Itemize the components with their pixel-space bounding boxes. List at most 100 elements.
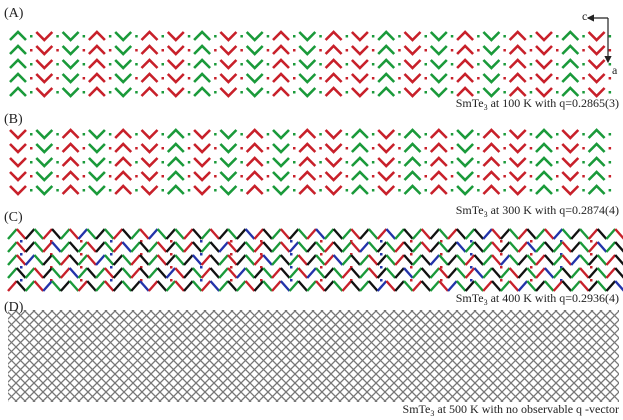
zigzag-segment xyxy=(122,229,131,239)
panel-label: (B) xyxy=(4,112,23,127)
atom-dot xyxy=(398,133,401,136)
zigzag-segment xyxy=(615,229,623,239)
chevron xyxy=(10,46,26,54)
zigzag-segment xyxy=(501,255,510,265)
atom-dot xyxy=(398,161,401,164)
zigzag-segment xyxy=(342,268,351,278)
chevron xyxy=(589,144,605,152)
atom-dot xyxy=(319,77,322,80)
zigzag-segment xyxy=(70,242,79,252)
zigzag-segment xyxy=(439,281,448,291)
chevron xyxy=(405,158,421,166)
zigzag-segment xyxy=(316,242,325,252)
chevron xyxy=(63,172,79,180)
zigzag-segment xyxy=(474,242,483,252)
zigzag-segment xyxy=(193,268,202,278)
zigzag-segment xyxy=(8,268,17,278)
atom-dot xyxy=(530,240,533,243)
atom-dot xyxy=(451,91,454,94)
atom-dot xyxy=(503,49,506,52)
atom-dot xyxy=(83,35,86,38)
zigzag-segment xyxy=(202,268,211,278)
zigzag-segment xyxy=(131,242,140,252)
zigzag-segment xyxy=(237,255,246,265)
atom-dot xyxy=(530,266,533,269)
zigzag-segment xyxy=(606,281,615,291)
lattice-line xyxy=(600,310,623,402)
zigzag-segment xyxy=(510,255,519,265)
atom-dot xyxy=(609,133,612,136)
chevron xyxy=(562,172,578,180)
zigzag-segment xyxy=(254,229,263,239)
lattice-line xyxy=(546,310,623,402)
zigzag-segment xyxy=(386,255,395,265)
caption-text: at 400 K with q=0.2936(4) xyxy=(488,291,619,305)
chevron xyxy=(194,158,210,166)
zigzag-segment xyxy=(360,229,369,239)
zigzag-segment xyxy=(325,242,334,252)
zigzag-segment xyxy=(316,281,325,291)
zigzag-segment xyxy=(26,281,35,291)
zigzag-segment xyxy=(422,281,431,291)
atom-dot xyxy=(609,91,612,94)
atom-dot xyxy=(380,240,383,243)
zigzag-segment xyxy=(536,229,545,239)
chevron xyxy=(220,130,236,138)
zigzag-segment xyxy=(457,268,466,278)
atom-dot xyxy=(267,77,270,80)
chevron xyxy=(220,158,236,166)
zigzag-segment xyxy=(43,255,52,265)
zigzag-segment xyxy=(263,281,272,291)
zigzag-segment xyxy=(202,242,211,252)
lattice-line xyxy=(546,310,623,402)
chevron xyxy=(142,32,158,40)
atom-dot xyxy=(477,133,480,136)
atom-dot xyxy=(109,147,112,150)
chevron xyxy=(36,74,52,82)
atom-dot xyxy=(500,279,503,282)
atom-dot xyxy=(609,161,612,164)
zigzag-segment xyxy=(228,268,237,278)
chevron xyxy=(457,130,473,138)
chevron xyxy=(89,74,105,82)
zigzag-segment xyxy=(606,229,615,239)
atom-dot xyxy=(477,147,480,150)
zigzag-segment xyxy=(210,242,219,252)
zigzag-segment xyxy=(166,281,175,291)
atom-dot xyxy=(425,63,428,66)
lattice-line xyxy=(0,310,8,402)
chevron xyxy=(299,158,315,166)
zigzag-segment xyxy=(430,281,439,291)
diamond-lattice xyxy=(0,310,623,402)
atom-dot xyxy=(451,49,454,52)
zigzag-segment xyxy=(246,255,255,265)
zigzag-segment xyxy=(210,281,219,291)
atom-dot xyxy=(135,189,138,192)
atom-dot xyxy=(267,189,270,192)
zigzag-segment xyxy=(448,281,457,291)
zigzag-segment xyxy=(510,229,519,239)
zigzag-segment xyxy=(351,255,360,265)
atom-dot xyxy=(293,91,296,94)
atom-dot xyxy=(30,189,33,192)
lattice-line xyxy=(0,310,53,402)
zigzag-segment xyxy=(448,268,457,278)
zigzag-segment xyxy=(422,242,431,252)
chevron xyxy=(220,32,236,40)
atom-dot xyxy=(188,175,191,178)
chevron xyxy=(510,74,526,82)
zigzag-segment xyxy=(457,255,466,265)
atom-dot xyxy=(83,189,86,192)
atom-dot xyxy=(240,133,243,136)
zigzag-segment xyxy=(298,229,307,239)
atom-dot xyxy=(503,63,506,66)
chevron xyxy=(483,172,499,180)
zigzag-segment xyxy=(122,268,131,278)
zigzag-segment xyxy=(290,255,299,265)
zigzag-segment xyxy=(61,268,70,278)
chevron xyxy=(273,186,289,194)
zigzag-segment xyxy=(334,255,343,265)
chevron xyxy=(142,186,158,194)
zigzag-segment xyxy=(351,281,360,291)
zigzag-segment xyxy=(87,268,96,278)
